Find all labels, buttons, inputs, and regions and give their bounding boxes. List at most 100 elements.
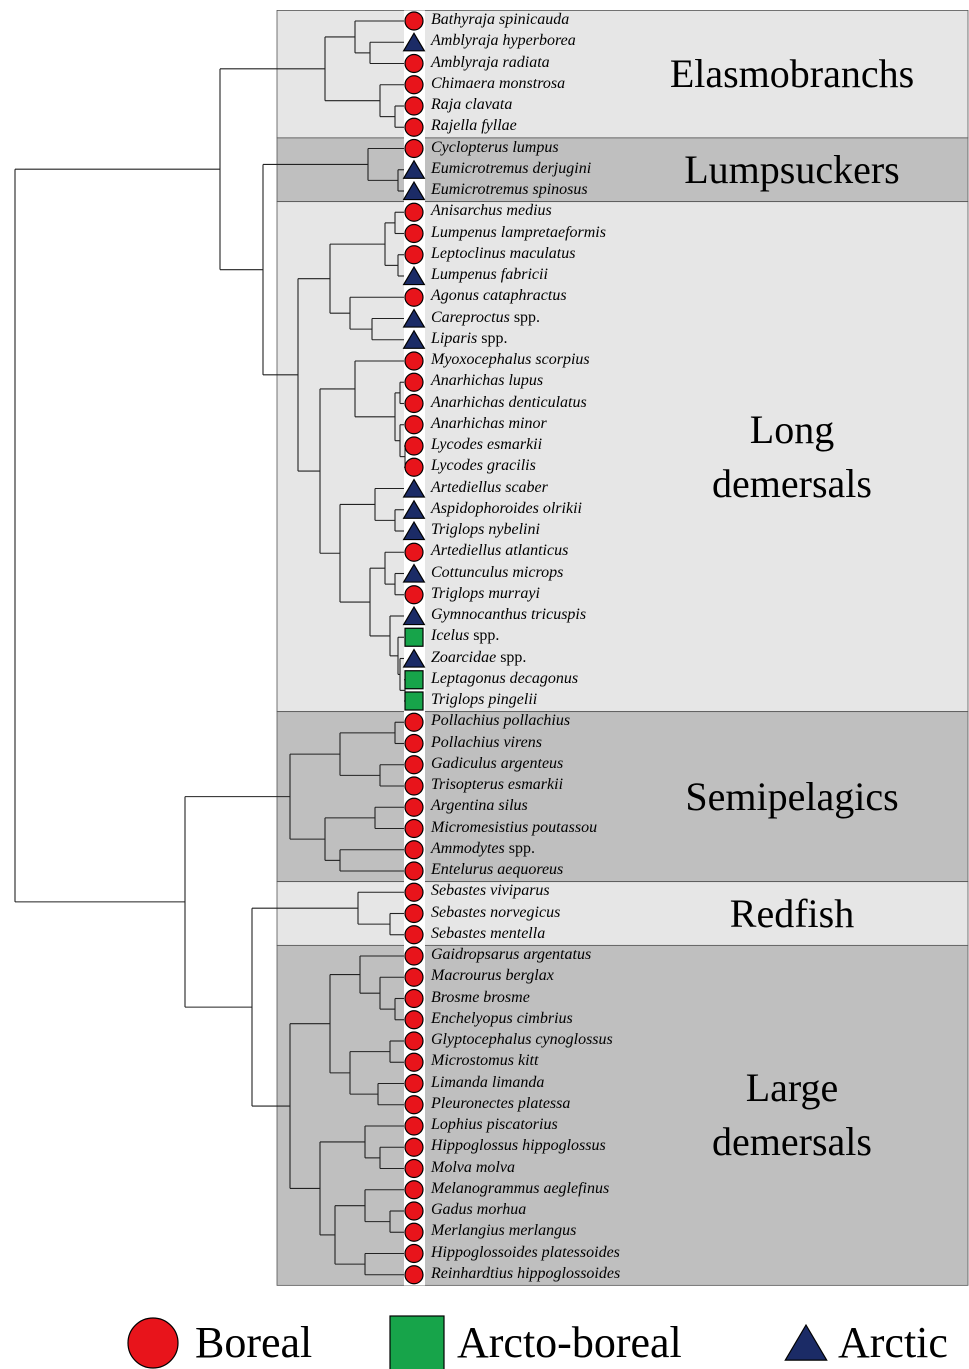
range-marker <box>404 670 424 690</box>
species-label: Artediellus scaber <box>431 478 548 498</box>
species-name: Anisarchus medius <box>431 202 552 220</box>
range-marker <box>402 520 426 541</box>
range-marker <box>404 797 424 817</box>
species-name: Anarhichas minor <box>431 414 547 432</box>
species-label: Melanogrammus aeglefinus <box>431 1179 609 1199</box>
range-marker <box>404 393 424 414</box>
species-name: Leptoclinus maculatus <box>431 244 576 262</box>
species-label: Sebastes mentella <box>431 924 545 944</box>
species-label: Triglops pingelii <box>431 690 537 710</box>
range-marker <box>402 605 426 626</box>
species-name: Eumicrotremus derjugini <box>431 159 592 177</box>
group-label: Semipelagics <box>685 773 899 819</box>
species-label: Sebastes viviparus <box>431 881 550 901</box>
species-label: Argentina silus <box>431 796 528 816</box>
species-label: Hippoglossoides platessoides <box>431 1243 620 1263</box>
species-name: Glyptocephalus cynoglossus <box>431 1031 613 1048</box>
range-marker <box>404 1222 424 1242</box>
species-name: Careproctus <box>431 308 510 326</box>
species-name: Lumpenus fabricii <box>431 266 548 283</box>
species-name: Sebastes norvegicus <box>431 903 561 921</box>
species-label: Reinhardtius hippoglossoides <box>431 1264 620 1284</box>
species-name: Triglops murrayi <box>431 584 540 602</box>
species-label: Myoxocephalus scorpius <box>431 350 590 370</box>
species-label: Rajella fyllae <box>431 116 517 136</box>
species-label: Lycodes esmarkii <box>431 435 542 455</box>
species-label: Aspidophoroides olrikii <box>431 499 582 519</box>
species-name: Entelurus aequoreus <box>431 861 564 878</box>
species-name: Ammodytes <box>431 839 505 857</box>
range-marker <box>404 1031 424 1051</box>
species-name: Eumicrotremus spinosus <box>431 181 588 198</box>
species-name: Reinhardtius hippoglossoides <box>431 1264 621 1282</box>
range-marker <box>404 627 424 647</box>
species-label: Molva molva <box>431 1158 515 1178</box>
species-name: Liparis <box>431 329 478 347</box>
species-label: Leptagonus decagonus <box>431 669 578 689</box>
group-label: Elasmobranchs <box>669 51 915 97</box>
legend-label: Arctic <box>838 1318 948 1367</box>
range-marker <box>404 946 424 966</box>
species-name: Gadus morhua <box>431 1201 527 1218</box>
range-marker <box>404 967 424 987</box>
species-label: Gadiculus argenteus <box>431 754 563 774</box>
legend-marker <box>127 1317 179 1369</box>
species-label: Sebastes norvegicus <box>431 903 560 923</box>
species-name: Cyclopterus lumpus <box>431 138 559 156</box>
species-name: Chimaera monstrosa <box>431 74 566 92</box>
species-name: Merlangius merlangus <box>431 1222 577 1240</box>
species-label: Microstomus kitt <box>431 1051 538 1071</box>
species-suffix: spp. <box>500 648 527 666</box>
range-marker <box>404 1265 424 1285</box>
range-marker <box>404 882 424 902</box>
species-name: Artediellus scaber <box>431 478 548 496</box>
species-name: Icelus <box>431 627 470 645</box>
species-label: Trisopterus esmarkii <box>431 775 563 795</box>
species-name: Rajella fyllae <box>431 117 517 135</box>
group-band <box>276 201 969 713</box>
species-label: Macrourus berglax <box>431 966 554 986</box>
species-label: Anarhichas minor <box>431 414 547 434</box>
species-label: Artediellus atlanticus <box>431 541 568 561</box>
species-label: Raja clavata <box>431 95 512 115</box>
legend-label: Arcto-boreal <box>457 1318 682 1367</box>
species-label: Gadus morhua <box>431 1200 526 1220</box>
species-name: Hippoglossoides platessoides <box>431 1243 620 1261</box>
range-marker <box>404 903 424 924</box>
range-marker <box>404 542 424 562</box>
species-label: Anarhichas denticulatus <box>431 393 587 413</box>
species-name: Zoarcidae <box>431 648 497 666</box>
group-label: Redfish <box>729 890 855 936</box>
range-marker <box>404 11 424 31</box>
species-label: Pleuronectes platessa <box>431 1094 570 1114</box>
range-marker <box>404 351 424 371</box>
species-label: Triglops nybelini <box>431 520 540 540</box>
species-name: Sebastes mentella <box>431 924 546 942</box>
species-name: Trisopterus esmarkii <box>431 776 564 793</box>
range-marker <box>404 733 424 754</box>
species-name: Anarhichas lupus <box>431 372 544 390</box>
species-name: Pleuronectes platessa <box>431 1094 571 1112</box>
species-name: Myoxocephalus scorpius <box>431 351 590 368</box>
species-suffix: spp. <box>473 627 500 645</box>
range-marker <box>404 1010 424 1030</box>
species-name: Triglops pingelii <box>431 691 538 708</box>
species-label: Micromesistius poutassou <box>431 818 597 838</box>
range-marker <box>404 202 424 222</box>
species-name: Brosme brosme <box>431 988 530 1006</box>
species-label: Agonus cataphractus <box>431 286 567 306</box>
range-marker <box>402 32 426 52</box>
species-label: Ammodytes spp. <box>431 839 535 859</box>
group-label: Lumpsuckers <box>684 146 900 192</box>
species-label: Gymnocanthus tricuspis <box>431 605 586 625</box>
range-marker <box>402 308 426 328</box>
species-label: Icelus spp. <box>431 626 499 646</box>
species-label: Anarhichas lupus <box>431 371 543 391</box>
range-marker <box>404 1243 424 1264</box>
species-name: Pollachius virens <box>431 733 542 751</box>
species-label: Hippoglossus hippoglossus <box>431 1136 606 1156</box>
range-marker <box>404 712 424 732</box>
group-band <box>276 711 969 883</box>
